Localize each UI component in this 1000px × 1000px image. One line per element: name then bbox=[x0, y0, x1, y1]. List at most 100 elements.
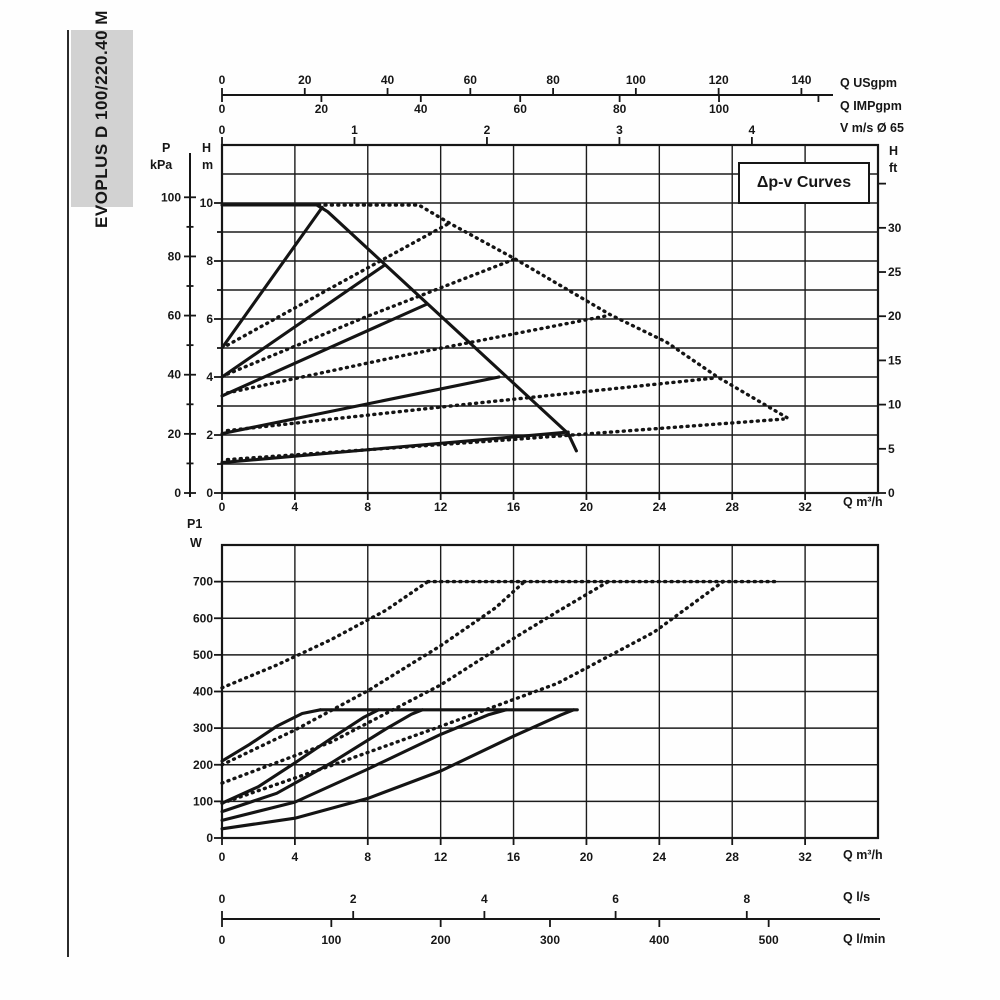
svg-text:8: 8 bbox=[743, 892, 750, 906]
svg-text:4: 4 bbox=[206, 370, 213, 384]
model-label-tab: EVOPLUS D 100/220.40 M bbox=[71, 10, 133, 227]
svg-text:0: 0 bbox=[219, 933, 226, 947]
svg-text:40: 40 bbox=[168, 368, 182, 382]
svg-text:10: 10 bbox=[888, 398, 902, 412]
q-impgpm-axis-label: Q IMPgpm bbox=[840, 99, 902, 113]
svg-text:6: 6 bbox=[206, 312, 213, 326]
p1-axis-label-p1: P1 bbox=[187, 517, 203, 531]
series-p1-single-set67 bbox=[220, 708, 424, 814]
q-usgpm-axis-label: Q USgpm bbox=[840, 76, 897, 90]
svg-text:1: 1 bbox=[351, 123, 358, 137]
svg-text:140: 140 bbox=[791, 73, 811, 87]
svg-text:100: 100 bbox=[321, 933, 341, 947]
svg-text:20: 20 bbox=[298, 73, 312, 87]
svg-text:500: 500 bbox=[193, 648, 213, 662]
svg-text:400: 400 bbox=[193, 685, 213, 699]
svg-text:20: 20 bbox=[580, 500, 594, 514]
h-m-axis-label-m: m bbox=[202, 158, 214, 172]
svg-text:32: 32 bbox=[798, 500, 812, 514]
svg-text:6: 6 bbox=[612, 892, 619, 906]
svg-text:8: 8 bbox=[206, 254, 213, 268]
p-kpa-axis-label-kpa: kPa bbox=[150, 158, 173, 172]
svg-text:0: 0 bbox=[219, 850, 226, 864]
svg-text:0: 0 bbox=[219, 73, 226, 87]
svg-text:20: 20 bbox=[168, 427, 182, 441]
svg-text:28: 28 bbox=[726, 850, 740, 864]
svg-text:8: 8 bbox=[364, 500, 371, 514]
svg-text:5: 5 bbox=[888, 442, 895, 456]
series-p1-parallel-set8 bbox=[220, 579, 527, 767]
dpv-curves-badge-text: Δp-v Curves bbox=[756, 174, 852, 191]
series-dpv-parallel-set67 bbox=[225, 313, 610, 395]
svg-text:2: 2 bbox=[206, 428, 213, 442]
svg-text:0: 0 bbox=[888, 486, 895, 500]
series-dpv-parallel-set2 bbox=[225, 417, 785, 462]
h-ft-axis-label-ft: ft bbox=[889, 161, 898, 175]
series-p1-single-set4 bbox=[220, 708, 508, 822]
svg-text:0: 0 bbox=[219, 892, 226, 906]
svg-text:0: 0 bbox=[219, 102, 226, 116]
svg-text:4: 4 bbox=[292, 500, 299, 514]
svg-text:4: 4 bbox=[481, 892, 488, 906]
svg-text:20: 20 bbox=[580, 850, 594, 864]
series-p1-parallel-set67 bbox=[220, 579, 610, 785]
h-ft-axis-label-h: H bbox=[889, 144, 899, 158]
svg-text:100: 100 bbox=[709, 102, 729, 116]
q-lmin-axis-label: Q l/min bbox=[843, 932, 886, 946]
svg-text:120: 120 bbox=[709, 73, 729, 87]
svg-text:80: 80 bbox=[546, 73, 560, 87]
q-m3h-axis-label-top-chart: Q m³/h bbox=[843, 495, 883, 509]
svg-text:0: 0 bbox=[219, 123, 226, 137]
svg-text:12: 12 bbox=[434, 500, 448, 514]
svg-text:20: 20 bbox=[315, 102, 329, 116]
svg-text:16: 16 bbox=[507, 500, 521, 514]
series-dpv-single-set4 bbox=[220, 375, 501, 436]
h-m-axis-label-h: H bbox=[202, 141, 212, 155]
svg-text:500: 500 bbox=[759, 933, 779, 947]
svg-text:0: 0 bbox=[174, 486, 181, 500]
svg-text:32: 32 bbox=[798, 850, 812, 864]
svg-text:300: 300 bbox=[540, 933, 560, 947]
svg-text:0: 0 bbox=[206, 831, 213, 845]
series-dpv-parallel-set4 bbox=[225, 376, 718, 433]
svg-text:25: 25 bbox=[888, 265, 902, 279]
svg-text:60: 60 bbox=[168, 309, 182, 323]
series-dpv-single-set8 bbox=[220, 263, 386, 379]
series-dpv-single-set67 bbox=[220, 302, 428, 398]
svg-text:8: 8 bbox=[364, 850, 371, 864]
series-p1-parallel-set10 bbox=[220, 579, 430, 690]
svg-text:24: 24 bbox=[653, 500, 667, 514]
svg-text:100: 100 bbox=[626, 73, 646, 87]
series-max-curve-single bbox=[220, 203, 578, 453]
q-ls-axis-label: Q l/s bbox=[843, 890, 871, 904]
svg-text:600: 600 bbox=[193, 611, 213, 625]
svg-text:60: 60 bbox=[464, 73, 478, 87]
svg-text:2: 2 bbox=[350, 892, 357, 906]
q-m3h-axis-label-power-chart: Q m³/h bbox=[843, 848, 883, 862]
series-dpv-parallel-set8 bbox=[225, 257, 516, 376]
p-kpa-axis-label-p: P bbox=[162, 141, 171, 155]
svg-text:300: 300 bbox=[193, 721, 213, 735]
svg-text:4: 4 bbox=[292, 850, 299, 864]
svg-text:80: 80 bbox=[168, 249, 182, 263]
svg-text:0: 0 bbox=[219, 500, 226, 514]
left-rule-line bbox=[67, 30, 69, 957]
series-p1-single-set2 bbox=[220, 708, 576, 831]
svg-text:2: 2 bbox=[484, 123, 491, 137]
svg-text:40: 40 bbox=[414, 102, 428, 116]
svg-text:30: 30 bbox=[888, 221, 902, 235]
svg-text:28: 28 bbox=[726, 500, 740, 514]
svg-text:700: 700 bbox=[193, 575, 213, 589]
svg-text:20: 20 bbox=[888, 309, 902, 323]
dpv-curves-badge: Δp-v Curves bbox=[738, 162, 870, 204]
svg-text:16: 16 bbox=[507, 850, 521, 864]
svg-text:100: 100 bbox=[193, 794, 213, 808]
svg-text:12: 12 bbox=[434, 850, 448, 864]
svg-text:60: 60 bbox=[514, 102, 528, 116]
svg-text:100: 100 bbox=[161, 190, 181, 204]
series-dpv-single-set10 bbox=[220, 205, 324, 350]
series-p1-single-set10 bbox=[220, 708, 322, 763]
svg-text:15: 15 bbox=[888, 353, 902, 367]
